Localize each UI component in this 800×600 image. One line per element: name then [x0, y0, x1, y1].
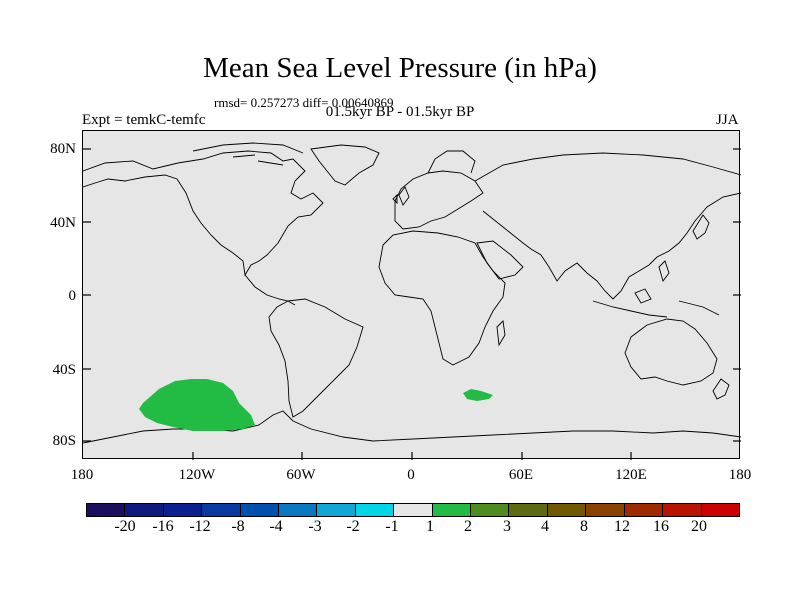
colorbar-swatch [586, 504, 625, 516]
central-america-coast [244, 274, 296, 306]
south-america-coast [268, 298, 364, 418]
lon-label-120e: 120E [615, 467, 647, 483]
british-isles-coast [392, 186, 410, 206]
lat-label-40n: 40N [50, 215, 76, 231]
lat-label-0: 0 [68, 288, 77, 304]
colorbar-swatch [202, 504, 241, 516]
scandinavia-coast [427, 150, 476, 174]
lon-label-60e: 60E [508, 467, 534, 483]
asia-coast [474, 152, 741, 300]
madagascar-coast [496, 320, 506, 347]
south-pacific-anomaly [139, 379, 255, 431]
map-title: Mean Sea Level Pressure (in hPa) [203, 52, 597, 84]
period-label: 01.5kyr BP - 01.5kyr BP [325, 104, 475, 120]
colorbar-swatch [432, 504, 472, 516]
colorbar-label: -12 [189, 518, 211, 535]
rmsd-diff-stats: rmsd= 0.257273 diff= 0.00640869 [214, 95, 394, 110]
world-map-svg [83, 142, 741, 460]
colorbar-swatch [547, 504, 587, 516]
north-america-coast [83, 150, 324, 277]
africa-coast [378, 230, 506, 366]
colorbar-label: -3 [308, 518, 322, 535]
experiment-label: Expt = temkC-temfc [82, 112, 206, 128]
arctic-islands-coast [192, 142, 304, 166]
colorbar-label: 4 [541, 518, 549, 535]
colorbar-swatch [394, 504, 433, 516]
indonesia-coast [592, 260, 720, 318]
colorbar-swatch [471, 504, 510, 516]
colorbar-label: -20 [114, 518, 136, 535]
colorbar-swatch [163, 504, 203, 516]
lon-label-180e: 180 [728, 467, 752, 483]
lat-label-80n: 80N [50, 141, 76, 157]
colorbar-label: 8 [580, 518, 588, 535]
axis-ticks [83, 148, 741, 460]
colorbar [86, 503, 740, 517]
colorbar-label: 3 [503, 518, 511, 535]
arabia-coast [476, 240, 524, 280]
europe-coast [394, 170, 484, 230]
lon-label-60w: 60W [286, 467, 316, 483]
colorbar-swatch [125, 504, 164, 516]
colorbar-swatch [279, 504, 318, 516]
lon-label-120w: 120W [178, 467, 216, 483]
colorbar-label: -8 [231, 518, 245, 535]
colorbar-label: -2 [346, 518, 360, 535]
lon-label-180w: 180 [70, 467, 94, 483]
australia-coast [624, 318, 718, 386]
colorbar-label: 2 [464, 518, 472, 535]
colorbar-label: -4 [269, 518, 283, 535]
colorbar-label: -16 [152, 518, 174, 535]
colorbar-swatch [663, 504, 702, 516]
colorbar-swatch [355, 504, 395, 516]
japan-coast [692, 214, 710, 240]
colorbar-swatch [624, 504, 664, 516]
lat-label-80s: 80S [52, 433, 76, 449]
greenland-coast [310, 144, 380, 186]
colorbar-label: -1 [385, 518, 399, 535]
colorbar-swatch [701, 504, 739, 516]
world-map-plot [82, 130, 741, 460]
colorbar-swatch [509, 504, 548, 516]
colorbar-swatch [87, 504, 126, 516]
lon-label-0: 0 [407, 467, 415, 483]
lat-label-40s: 40S [52, 362, 76, 378]
colorbar-label: 20 [691, 518, 707, 535]
new-zealand-coast [712, 378, 730, 400]
colorbar-label: 12 [614, 518, 630, 535]
anomaly-regions [139, 379, 493, 431]
colorbar-label: 1 [426, 518, 434, 535]
colorbar-label: 16 [653, 518, 669, 535]
colorbar-swatch [317, 504, 356, 516]
south-indian-anomaly [463, 389, 493, 401]
colorbar-swatch [240, 504, 280, 516]
season-label: JJA [716, 112, 739, 128]
